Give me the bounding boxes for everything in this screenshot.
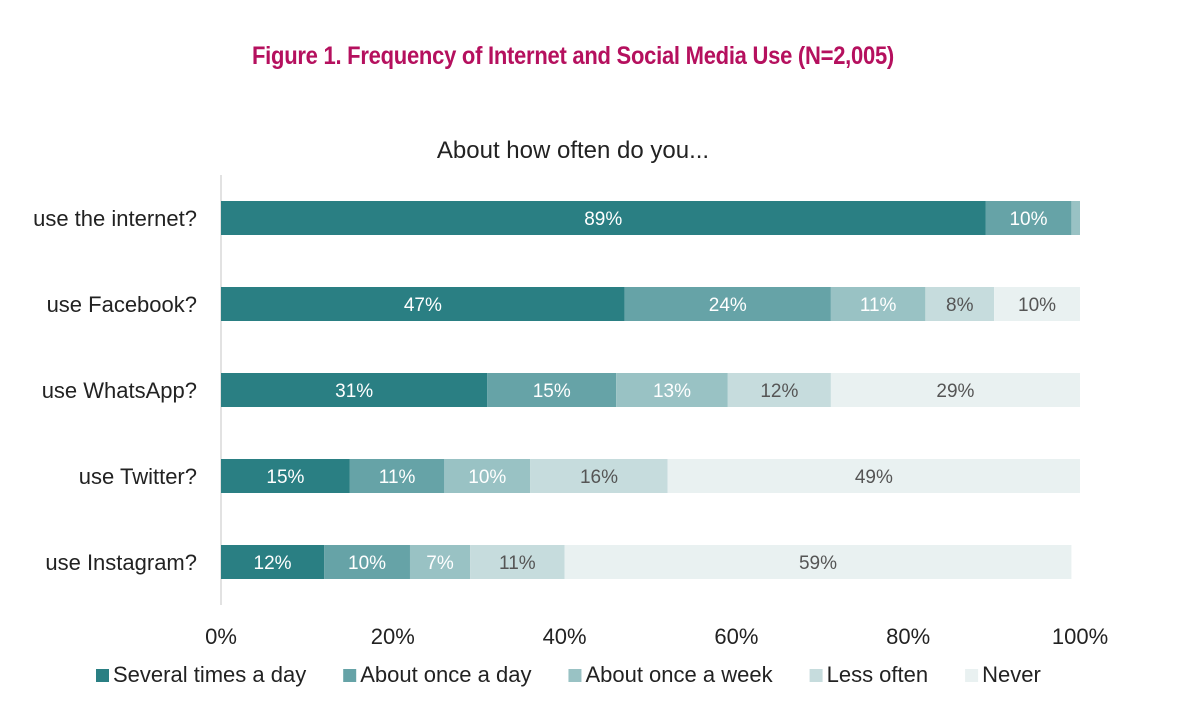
data-label: 11% [860, 295, 897, 316]
figure-title: Figure 1. Frequency of Internet and Soci… [252, 42, 894, 70]
bar-segment [409, 545, 471, 579]
legend-label: About once a week [585, 662, 773, 687]
bar-segment [221, 459, 350, 493]
chart-title: About how often do you... [437, 137, 709, 164]
category-label: use Facebook? [47, 292, 197, 317]
bar-segment [616, 373, 728, 407]
bar-segment [727, 373, 831, 407]
data-label: 10% [348, 553, 386, 574]
bar-segment [221, 201, 986, 235]
legend-label: Never [982, 662, 1041, 687]
category-label: use Instagram? [45, 550, 197, 575]
bar-segment [444, 459, 531, 493]
bar-segment [470, 545, 565, 579]
bar-segment [925, 287, 995, 321]
data-label: 31% [335, 381, 373, 402]
bar-segment [667, 459, 1080, 493]
x-tick-label: 0% [205, 624, 237, 649]
legend-swatch [965, 669, 979, 682]
bar-segment [830, 373, 1080, 407]
x-tick-label: 80% [886, 624, 930, 649]
bar-segment [624, 287, 831, 321]
data-label: 59% [799, 553, 837, 574]
data-label: 13% [653, 381, 691, 402]
data-label: 12% [254, 553, 292, 574]
bar-segment [349, 459, 445, 493]
data-label: 7% [426, 553, 454, 574]
x-tick-label: 20% [371, 624, 415, 649]
legend: Several times a day About once a day About… [96, 662, 1041, 687]
data-label: 10% [1009, 209, 1047, 230]
legend-label: About once a day [360, 662, 531, 687]
legend-label: Less often [827, 662, 929, 687]
data-label: 11% [379, 467, 416, 488]
data-label: 89% [584, 209, 622, 230]
x-tick-labels: 0% 20% 40% 60% 80% 100% [205, 624, 1108, 649]
data-label: 16% [580, 467, 618, 488]
x-tick-label: 100% [1052, 624, 1108, 649]
bars-group: 89% 10% 47% 24% 11% 8% 10% 31% 15% 13% 12% 29% 15% 11… [221, 201, 1080, 579]
data-label: 12% [760, 381, 798, 402]
legend-swatch [96, 669, 109, 682]
bar-segment [487, 373, 617, 407]
bar-segment [221, 545, 325, 579]
category-label: use Twitter? [79, 464, 197, 489]
data-label: 24% [709, 295, 747, 316]
bar-segment [830, 287, 926, 321]
legend-label: Several times a day [113, 662, 306, 687]
x-tick-label: 40% [543, 624, 587, 649]
bar-segment [564, 545, 1072, 579]
data-label: 29% [936, 381, 974, 402]
bar-segment [221, 373, 488, 407]
category-labels: use the internet? use Facebook? use WhatsA… [33, 206, 197, 575]
bar-segment [221, 287, 625, 321]
bar-segment [530, 459, 668, 493]
legend-swatch [343, 669, 357, 682]
data-label: 8% [946, 295, 974, 316]
bar-segment [1071, 201, 1080, 235]
data-label: 49% [855, 467, 893, 488]
category-label: use WhatsApp? [42, 378, 197, 403]
legend-swatch [568, 669, 582, 682]
legend-swatch [809, 669, 823, 682]
data-label: 15% [266, 467, 304, 488]
bar-segment [985, 201, 1072, 235]
bar-segment [994, 287, 1080, 321]
data-label: 10% [468, 467, 506, 488]
data-label: 11% [499, 553, 536, 574]
data-label: 15% [533, 381, 571, 402]
bar-segment [324, 545, 410, 579]
category-label: use the internet? [33, 206, 197, 231]
data-label: 10% [1018, 295, 1056, 316]
x-tick-label: 60% [714, 624, 758, 649]
data-label: 47% [404, 295, 442, 316]
